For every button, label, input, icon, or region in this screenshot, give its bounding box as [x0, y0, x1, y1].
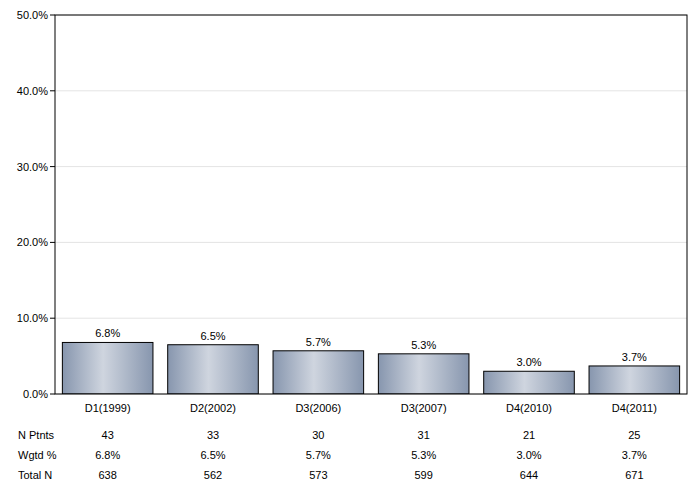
- table-cell: 31: [418, 429, 430, 441]
- data-label: 6.8%: [95, 327, 120, 339]
- data-label: 3.7%: [622, 351, 647, 363]
- bar: [62, 342, 153, 394]
- y-tick: [50, 166, 55, 167]
- x-tick-label: D2(2002): [190, 402, 236, 414]
- y-tick-label: 50.0%: [17, 9, 48, 21]
- data-label: 5.7%: [306, 336, 331, 348]
- x-tick-label: D4(2010): [506, 402, 552, 414]
- y-tick: [50, 15, 55, 16]
- y-tick: [50, 394, 55, 395]
- y-tick-label: 10.0%: [17, 312, 48, 324]
- table-cell: 5.3%: [411, 449, 436, 461]
- data-label: 5.3%: [411, 339, 436, 351]
- table-cell: 3.0%: [516, 449, 541, 461]
- table-cell: 30: [312, 429, 324, 441]
- table-cell: 43: [102, 429, 114, 441]
- bar: [589, 366, 680, 394]
- y-tick: [50, 242, 55, 243]
- grid-line: [55, 242, 687, 243]
- x-tick-label: D4(2011): [612, 402, 657, 414]
- table-row-label: Total N: [18, 469, 52, 481]
- y-tick-label: 0.0%: [23, 388, 48, 400]
- y-tick: [50, 90, 55, 91]
- plot-frame: [55, 15, 687, 394]
- table-cell: 562: [204, 469, 222, 481]
- table-cell: 599: [414, 469, 432, 481]
- plot-background: [55, 15, 687, 394]
- y-tick: [50, 318, 55, 319]
- x-tick-label: D3(2006): [295, 402, 341, 414]
- table-cell: 573: [309, 469, 327, 481]
- grid-line: [55, 90, 687, 91]
- data-label: 3.0%: [516, 356, 541, 368]
- table-cell: 33: [207, 429, 219, 441]
- bar: [168, 345, 259, 394]
- chart: 0.0% 10.0% 20.0% 30.0% 40.0% 50.0% 6.8% D1(1999…: [0, 0, 700, 500]
- table-row-label: N Ptnts: [18, 429, 55, 441]
- table-cell: 21: [523, 429, 535, 441]
- grid-line: [55, 166, 687, 167]
- bars: [62, 342, 679, 394]
- table-cell: 671: [625, 469, 643, 481]
- y-tick-label: 30.0%: [17, 161, 48, 173]
- table-cell: 6.8%: [95, 449, 120, 461]
- x-tick-label: D3(2007): [401, 402, 447, 414]
- table-cell: 638: [98, 469, 116, 481]
- table-cell: 3.7%: [622, 449, 647, 461]
- x-tick-label: D1(1999): [85, 402, 131, 414]
- grid-line: [55, 318, 687, 319]
- table-cell: 25: [628, 429, 640, 441]
- table-cell: 5.7%: [306, 449, 331, 461]
- table-cell: 644: [520, 469, 538, 481]
- table-cell: 6.5%: [200, 449, 225, 461]
- y-tick-label: 20.0%: [17, 236, 48, 248]
- bar: [378, 354, 469, 394]
- table-row-label: Wgtd %: [18, 449, 57, 461]
- y-tick-label: 40.0%: [17, 85, 48, 97]
- data-label: 6.5%: [200, 330, 225, 342]
- bar: [273, 351, 364, 394]
- bar: [484, 371, 575, 394]
